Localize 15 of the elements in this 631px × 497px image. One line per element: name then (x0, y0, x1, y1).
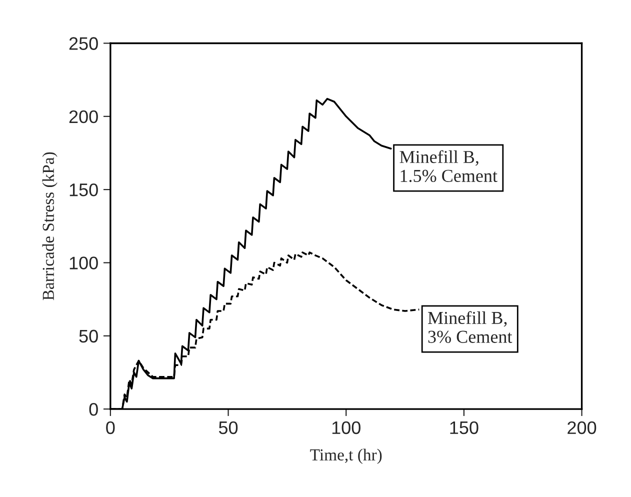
y-tick-label: 250 (69, 37, 98, 50)
annotation: Minefill B, 3% Cement (428, 311, 512, 343)
y-tick-label: 200 (69, 110, 98, 124)
x-tick-label: 50 (218, 421, 238, 434)
x-axis-title: Time,t (hr) (310, 448, 382, 464)
x-tick-label: 0 (106, 421, 115, 434)
x-tick-label: 100 (332, 421, 360, 434)
y-axis-title: Barricade Stress (kPa) (42, 152, 58, 300)
y-tick-label: 50 (79, 330, 98, 343)
x-tick-label: 150 (450, 421, 478, 434)
y-tick-label: 100 (70, 256, 98, 270)
x-tick-label: 200 (568, 421, 596, 434)
y-tick-label: 0 (89, 402, 98, 416)
y-tick-label: 150 (70, 183, 98, 196)
annotation: Minefill B, 1.5% Cement (400, 150, 498, 182)
